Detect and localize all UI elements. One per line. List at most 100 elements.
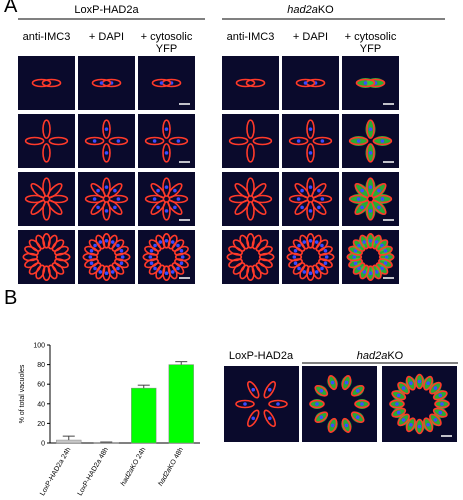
- imc3-signal: [24, 136, 45, 146]
- dapi-signal: [176, 197, 181, 201]
- dapi-signal: [360, 188, 364, 193]
- dapi-signal: [357, 243, 361, 248]
- dapi-signal: [152, 197, 157, 201]
- dapi-signal: [300, 205, 304, 210]
- dapi-signal: [293, 249, 298, 253]
- dapi-signal: [314, 240, 319, 244]
- dapi-signal: [104, 271, 109, 276]
- dapi-signal: [93, 266, 97, 271]
- imc3-signal: [288, 136, 309, 146]
- dapi-signal: [297, 266, 301, 271]
- dapi-signal: [383, 249, 388, 253]
- imc3-signal: [327, 375, 338, 391]
- imc3-signal: [247, 409, 260, 428]
- image-title: LoxP-HAD2a: [228, 350, 294, 362]
- dapi-signal: [164, 185, 169, 189]
- dapi-signal: [164, 127, 169, 131]
- dapi-signal: [156, 205, 160, 210]
- dapi-signal: [344, 423, 349, 428]
- dapi-signal: [296, 139, 301, 143]
- imc3-signal: [348, 194, 369, 204]
- dapi-signal: [300, 188, 304, 193]
- dapi-signal: [308, 209, 313, 213]
- imc3-signal: [350, 411, 365, 424]
- dapi-signal: [251, 387, 256, 392]
- dapi-signal: [356, 197, 361, 201]
- dapi-signal: [317, 188, 321, 193]
- imc3-signal: [268, 399, 288, 409]
- dapi-signal: [308, 127, 313, 131]
- imc3-signal: [354, 399, 370, 409]
- dapi-signal: [362, 240, 367, 244]
- dapi-signal: [362, 270, 367, 274]
- dapi-signal: [433, 386, 438, 390]
- imc3-signal: [168, 136, 189, 146]
- imc3-signal: [41, 78, 62, 88]
- micrograph: [282, 172, 339, 226]
- micrograph: [222, 114, 279, 168]
- dapi-signal: [380, 243, 384, 248]
- dapi-signal: [110, 270, 115, 274]
- imc3-signal: [107, 182, 123, 199]
- dapi-signal: [317, 205, 321, 210]
- imc3-signal: [366, 119, 375, 139]
- dapi-signal: [368, 151, 373, 155]
- imc3-signal: [327, 417, 338, 433]
- dapi-signal: [380, 139, 385, 143]
- imc3-signal: [252, 136, 273, 146]
- dapi-signal: [159, 81, 164, 85]
- dapi-signal: [149, 249, 154, 253]
- imc3-signal: [47, 199, 63, 216]
- dapi-signal: [251, 416, 256, 421]
- imc3-signal: [314, 384, 329, 397]
- dapi-signal: [438, 393, 443, 398]
- dapi-signal: [395, 402, 399, 406]
- image-title: had2aKO: [356, 350, 404, 362]
- dapi-signal: [401, 386, 406, 390]
- dapi-signal: [308, 271, 313, 276]
- imc3-signal: [91, 78, 112, 88]
- dapi-signal: [368, 271, 373, 276]
- micrograph: [282, 56, 339, 110]
- imc3-signal: [102, 119, 111, 139]
- imc3-signal: [306, 201, 315, 221]
- imc3-signal: [429, 413, 442, 427]
- dapi-signal: [314, 270, 319, 274]
- dapi-signal: [156, 188, 160, 193]
- dapi-signal: [110, 240, 115, 244]
- micrograph: [138, 114, 195, 168]
- dapi-signal: [88, 255, 93, 259]
- dapi-signal: [98, 270, 103, 274]
- imc3-signal: [429, 381, 442, 395]
- imc3-signal: [263, 409, 276, 428]
- imc3-signal: [108, 194, 129, 204]
- imc3-signal: [246, 143, 255, 163]
- dapi-signal: [120, 255, 125, 259]
- imc3-signal: [423, 417, 434, 433]
- imc3-signal: [102, 201, 111, 221]
- imc3-signal: [258, 245, 273, 256]
- micrograph: [222, 56, 279, 110]
- dapi-signal: [409, 381, 413, 386]
- dapi-signal: [89, 249, 94, 253]
- imc3-signal: [391, 407, 407, 418]
- imc3-signal: [309, 399, 325, 409]
- dapi-signal: [164, 209, 169, 213]
- x-tick-label: had2aKO 48h: [157, 446, 185, 487]
- imc3-signal: [168, 194, 189, 204]
- panel-label: A: [4, 0, 18, 17]
- dapi-signal: [302, 240, 307, 244]
- dapi-signal: [148, 255, 153, 259]
- imc3-signal: [54, 245, 69, 256]
- x-tick-label: LoxP-HAD2a 24h: [39, 446, 72, 497]
- dapi-signal: [173, 188, 177, 193]
- micrograph: [222, 172, 279, 226]
- micrograph: [222, 230, 279, 284]
- dapi-signal: [356, 139, 361, 143]
- imc3-signal: [366, 201, 375, 221]
- imc3-signal: [415, 373, 424, 390]
- dapi-signal: [417, 379, 422, 384]
- dapi-signal: [396, 393, 401, 398]
- imc3-signal: [162, 201, 171, 221]
- dapi-signal: [380, 266, 384, 271]
